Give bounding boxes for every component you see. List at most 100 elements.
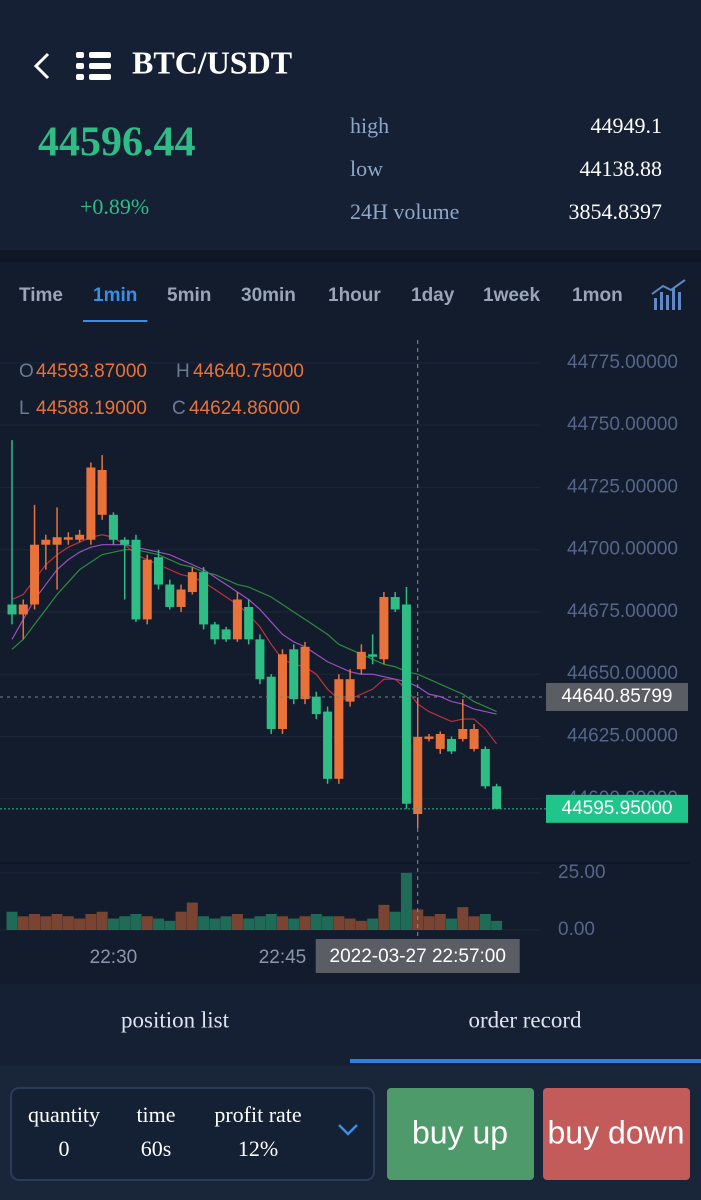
field-value: 0 xyxy=(59,1136,70,1161)
volume-bar xyxy=(231,914,243,930)
field-value: 60s xyxy=(141,1136,172,1161)
volume-bar xyxy=(51,914,63,930)
candle-body xyxy=(424,736,434,739)
interval-tab[interactable]: 1week xyxy=(483,285,540,306)
volume-bar xyxy=(119,916,131,930)
volume-bar xyxy=(96,911,108,930)
candle-body xyxy=(52,537,62,545)
volume-bar xyxy=(423,916,435,930)
candle-body xyxy=(199,572,209,625)
candle-body xyxy=(311,696,321,715)
stat-value: 44138.88 xyxy=(580,156,663,181)
candle-body xyxy=(221,629,231,640)
candle-body xyxy=(165,584,175,607)
stat-label: high xyxy=(350,113,389,138)
candle-body xyxy=(401,604,411,804)
volume-bar xyxy=(344,918,356,930)
ref-price-label: 44640.85799 xyxy=(562,686,673,707)
volume-bar xyxy=(164,920,176,930)
volume-bar xyxy=(367,918,379,930)
volume-bar xyxy=(186,902,198,930)
volume-bar xyxy=(400,872,412,930)
interval-tab[interactable]: 1day xyxy=(411,285,455,306)
volume-bar xyxy=(446,918,458,930)
y-tick-label: 44775.00000 xyxy=(567,352,678,373)
indicator-icon[interactable] xyxy=(651,279,686,310)
candle-body xyxy=(255,639,265,680)
volume-bar xyxy=(479,914,491,930)
record-tab[interactable]: order record xyxy=(468,1007,582,1032)
crosshair-tag xyxy=(315,939,520,973)
candle-body xyxy=(356,651,366,670)
volume-bar xyxy=(40,916,52,930)
volume-bar xyxy=(333,916,345,930)
field-label: profit rate xyxy=(214,1102,301,1127)
candle-body xyxy=(108,514,118,540)
trade-button[interactable] xyxy=(543,1088,690,1180)
candle-body xyxy=(63,537,73,540)
candle-body xyxy=(131,539,141,620)
x-tick-label: 22:30 xyxy=(90,947,138,968)
trade-button-label[interactable]: buy up xyxy=(412,1114,508,1150)
interval-tab[interactable]: Time xyxy=(19,285,63,306)
stat-label: low xyxy=(350,156,383,181)
dropdown-chevron[interactable] xyxy=(338,1124,358,1136)
interval-tab[interactable]: 5min xyxy=(167,285,211,306)
back-button[interactable] xyxy=(33,52,50,80)
moving-average xyxy=(11,544,497,715)
field-value: 12% xyxy=(238,1136,278,1161)
candle-body xyxy=(345,679,355,702)
menu-icon[interactable] xyxy=(76,52,111,80)
candle-body xyxy=(187,572,197,593)
candle-body xyxy=(289,649,299,700)
trade-button[interactable] xyxy=(387,1088,534,1180)
volume-bar xyxy=(310,914,322,930)
interval-tab[interactable]: 1hour xyxy=(328,285,381,306)
readout-key: L xyxy=(19,398,30,419)
readout-value: 44640.75000 xyxy=(193,361,304,382)
volume-bar xyxy=(6,911,18,930)
volume-bar xyxy=(198,916,210,930)
tab-underline xyxy=(83,320,148,322)
candle-body xyxy=(244,606,254,640)
volume-bar xyxy=(17,916,29,930)
interval-tab[interactable]: 30min xyxy=(241,285,296,306)
candle-body xyxy=(300,646,310,700)
candle-body xyxy=(232,599,242,640)
volume-bar xyxy=(74,918,86,930)
pair-title: BTC/USDT xyxy=(132,44,292,80)
candle-body xyxy=(120,539,130,545)
volume-bar xyxy=(220,916,232,930)
volume-bar xyxy=(491,920,503,930)
readout-value: 44588.19000 xyxy=(36,398,147,419)
volume-bar xyxy=(107,918,119,930)
volume-bar xyxy=(389,911,401,930)
volume-bar xyxy=(288,918,300,930)
candle-body xyxy=(480,748,490,787)
moving-average xyxy=(11,549,497,713)
last-price: 44596.44 xyxy=(38,120,196,166)
field-label: time xyxy=(136,1102,175,1127)
readout-key: C xyxy=(172,398,186,419)
interval-tab[interactable]: 1min xyxy=(93,285,137,306)
y-tick-label: 44700.00000 xyxy=(567,539,678,560)
y-tick-label: 44675.00000 xyxy=(567,601,678,622)
volume-bar xyxy=(355,920,367,930)
trade-button-label[interactable]: buy down xyxy=(548,1114,685,1150)
header-bg xyxy=(0,0,701,250)
y-tick-label: 44625.00000 xyxy=(567,725,678,746)
interval-tab[interactable]: 1mon xyxy=(572,285,623,306)
candle-body xyxy=(97,469,107,515)
candle-body xyxy=(18,604,28,615)
volume-bar xyxy=(85,914,97,930)
volume-tick-label: 0.00 xyxy=(558,919,595,940)
volume-bar xyxy=(434,914,446,930)
volume-bar xyxy=(299,916,311,930)
candle-body xyxy=(30,544,40,605)
y-tick-label: 44750.00000 xyxy=(567,414,678,435)
field-label: quantity xyxy=(28,1102,100,1127)
volume-bar xyxy=(29,914,41,930)
record-tab[interactable]: position list xyxy=(121,1007,230,1032)
candle-body xyxy=(86,467,96,540)
